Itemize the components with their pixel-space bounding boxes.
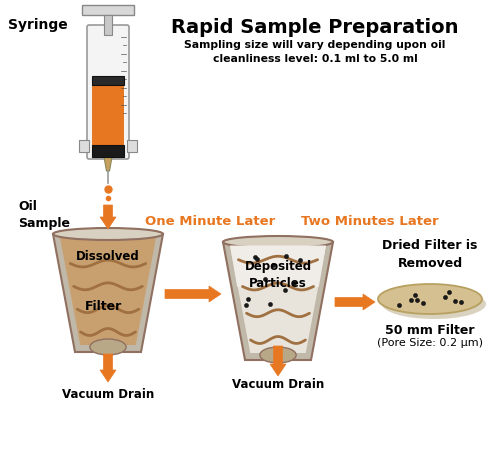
Polygon shape — [104, 157, 112, 171]
Text: Oil
Sample: Oil Sample — [18, 200, 70, 230]
Polygon shape — [335, 294, 375, 310]
Ellipse shape — [260, 347, 296, 363]
Text: Deposited
Particles: Deposited Particles — [244, 260, 312, 290]
Polygon shape — [230, 245, 326, 287]
Bar — [92, 145, 124, 157]
Polygon shape — [100, 205, 116, 229]
Bar — [92, 81, 124, 149]
Ellipse shape — [378, 284, 482, 314]
Polygon shape — [270, 346, 286, 376]
Polygon shape — [74, 283, 142, 313]
Polygon shape — [100, 354, 116, 382]
Polygon shape — [223, 242, 333, 360]
Text: One Minute Later: One Minute Later — [145, 215, 275, 228]
Bar — [127, 140, 137, 152]
Text: Vacuum Drain: Vacuum Drain — [62, 388, 154, 401]
Text: Vacuum Drain: Vacuum Drain — [232, 378, 324, 391]
Bar — [104, 15, 112, 35]
Ellipse shape — [223, 236, 333, 248]
Bar — [79, 140, 89, 152]
Polygon shape — [60, 237, 156, 345]
Polygon shape — [230, 245, 326, 353]
Text: Filter: Filter — [84, 300, 122, 312]
Text: Dissolved: Dissolved — [76, 250, 140, 262]
Text: Syringe: Syringe — [8, 18, 68, 32]
Ellipse shape — [382, 289, 486, 319]
FancyBboxPatch shape — [87, 25, 129, 159]
Text: Rapid Sample Preparation: Rapid Sample Preparation — [171, 18, 459, 37]
Text: 50 mm Filter: 50 mm Filter — [385, 324, 475, 337]
Polygon shape — [165, 286, 221, 302]
Polygon shape — [70, 260, 146, 290]
Ellipse shape — [53, 228, 163, 240]
Text: Dried Filter is
Removed: Dried Filter is Removed — [382, 239, 478, 270]
Polygon shape — [77, 306, 139, 335]
Bar — [82, 5, 134, 15]
Text: Sampling size will vary depending upon oil
cleanliness level: 0.1 ml to 5.0 ml: Sampling size will vary depending upon o… — [184, 40, 446, 64]
Polygon shape — [53, 234, 163, 352]
Bar — [92, 76, 124, 85]
Ellipse shape — [90, 339, 126, 355]
Text: (Pore Size: 0.2 μm): (Pore Size: 0.2 μm) — [377, 338, 483, 348]
Text: Two Minutes Later: Two Minutes Later — [301, 215, 439, 228]
